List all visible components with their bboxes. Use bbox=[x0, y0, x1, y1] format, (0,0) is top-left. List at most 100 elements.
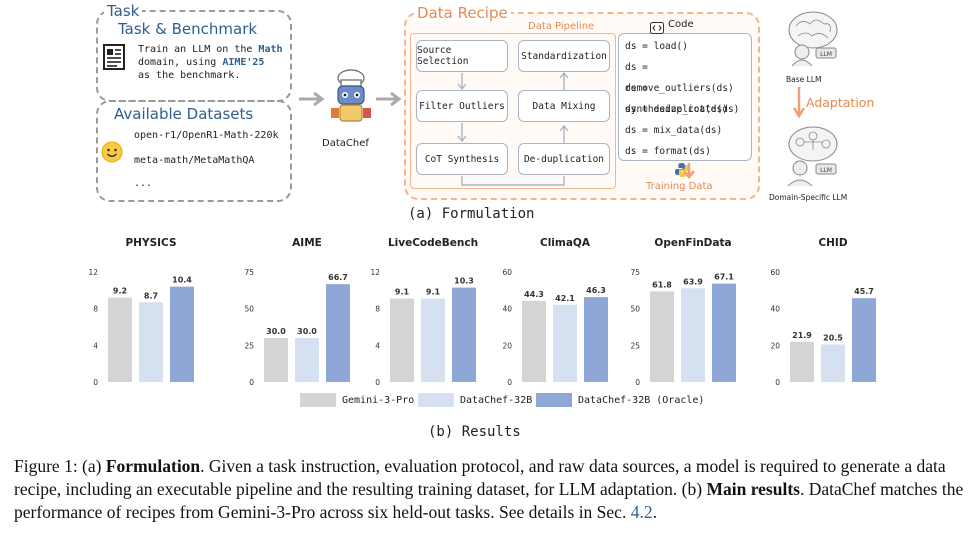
training-data-label: Training Data bbox=[646, 181, 713, 192]
caption-main-results: Main results bbox=[706, 479, 800, 499]
bar-physics-2 bbox=[170, 286, 194, 382]
bar-chid-1 bbox=[821, 344, 845, 382]
legend-label-oracle: DataChef-32B (Oracle) bbox=[578, 394, 705, 406]
dataset-item-2: meta-math/MetaMathQA bbox=[134, 155, 255, 166]
bar-chid-2 bbox=[852, 298, 876, 382]
bar-aime-1 bbox=[295, 338, 319, 382]
legend-label-datachef: DataChef-32B bbox=[460, 394, 533, 406]
chart-title-livecodebench: LiveCodeBench bbox=[388, 237, 478, 249]
bar-aime-0 bbox=[264, 338, 288, 382]
tick-label-openfindata-1: 25 bbox=[630, 341, 640, 350]
task-desc-line-3: as the benchmark. bbox=[138, 70, 241, 81]
bar-label-physics-2: 10.4 bbox=[172, 276, 192, 285]
legend-swatch-oracle bbox=[536, 393, 572, 407]
tick-label-chid-3: 60 bbox=[770, 268, 780, 277]
tick-label-livecodebench-2: 8 bbox=[375, 305, 380, 314]
task-aime: AIME'25 bbox=[222, 57, 265, 68]
caption-formulation: Formulation bbox=[105, 456, 201, 476]
task-benchmark-title: Task & Benchmark bbox=[118, 20, 258, 38]
code-line-6: ds = format(ds) bbox=[625, 146, 711, 157]
code-line-1: ds = load() bbox=[625, 41, 688, 52]
tick-label-aime-2: 50 bbox=[244, 305, 254, 314]
arrow-down-icon bbox=[791, 86, 807, 124]
datachef-label: DataChef bbox=[322, 138, 369, 149]
bar-label-climaqa-0: 44.3 bbox=[524, 290, 544, 299]
task-description: Train an LLM on the Math domain, using A… bbox=[138, 43, 283, 82]
task-label: Task bbox=[104, 2, 143, 20]
step-filter-outliers: Filter Outliers bbox=[416, 90, 508, 122]
bar-livecodebench-2 bbox=[452, 287, 476, 382]
bar-label-openfindata-0: 61.8 bbox=[652, 280, 672, 289]
step-standardization: Standardization bbox=[518, 40, 610, 72]
chef-robot-icon bbox=[328, 68, 374, 126]
arrow-down-icon bbox=[679, 161, 699, 185]
bar-openfindata-2 bbox=[712, 283, 736, 382]
legend-oracle: DataChef-32B (Oracle) bbox=[536, 392, 704, 408]
tick-label-livecodebench-1: 4 bbox=[375, 341, 380, 350]
legend-gemini: Gemini-3-Pro bbox=[300, 392, 414, 408]
bar-openfindata-1 bbox=[681, 288, 705, 382]
bar-physics-1 bbox=[139, 302, 163, 382]
chart-title-physics: PHYSICS bbox=[125, 237, 176, 249]
data-pipeline-title: Data Pipeline bbox=[528, 21, 595, 32]
bar-label-openfindata-2: 67.1 bbox=[714, 273, 734, 282]
bar-label-chid-1: 20.5 bbox=[823, 333, 843, 342]
base-llm-icon: LLM bbox=[782, 6, 844, 68]
caption-section-ref[interactable]: 4.2 bbox=[630, 502, 653, 522]
tick-label-physics-3: 12 bbox=[88, 268, 98, 277]
base-llm-label: Base LLM bbox=[786, 75, 822, 84]
bar-livecodebench-0 bbox=[390, 298, 414, 382]
svg-text:LLM: LLM bbox=[820, 51, 832, 58]
step-source-selection: Source Selection bbox=[416, 40, 508, 72]
code-line-3: ds = synthesize_cot(ds) bbox=[625, 83, 728, 115]
tick-label-climaqa-1: 20 bbox=[502, 341, 512, 350]
chart-title-openfindata: OpenFinData bbox=[654, 237, 731, 249]
bar-label-aime-0: 30.0 bbox=[266, 327, 286, 336]
bar-label-aime-2: 66.7 bbox=[328, 273, 348, 282]
bar-label-openfindata-1: 63.9 bbox=[683, 277, 703, 286]
legend-swatch-gemini bbox=[300, 393, 336, 407]
bar-chid-0 bbox=[790, 341, 814, 382]
task-math: Math bbox=[258, 44, 283, 55]
code-line-5: ds = mix_data(ds) bbox=[625, 125, 723, 136]
bar-aime-2 bbox=[326, 284, 350, 382]
code-line-2: ds = remove_outliers(ds) bbox=[625, 62, 734, 94]
pipeline-frame bbox=[410, 33, 616, 189]
tick-label-openfindata-0: 0 bbox=[635, 378, 640, 387]
svg-text:LLM: LLM bbox=[820, 167, 832, 174]
task-desc-line-1: Train an LLM on the bbox=[138, 44, 253, 55]
bar-label-aime-1: 30.0 bbox=[297, 327, 317, 336]
tick-label-aime-1: 25 bbox=[244, 341, 254, 350]
tick-label-livecodebench-0: 0 bbox=[375, 378, 380, 387]
caption-part2: . DataChef matches the performance of re… bbox=[14, 479, 964, 522]
chart-title-chid: CHID bbox=[818, 237, 847, 249]
tick-label-livecodebench-3: 12 bbox=[370, 268, 380, 277]
document-icon bbox=[102, 44, 126, 70]
bar-livecodebench-1 bbox=[421, 298, 445, 382]
code-brackets-icon bbox=[650, 19, 664, 38]
step-data-mixing: Data Mixing bbox=[518, 90, 610, 122]
step-deduplication: De-duplication bbox=[518, 143, 610, 175]
bar-climaqa-1 bbox=[553, 304, 577, 382]
results-charts: PHYSICS 0 4 8 12 9.2 8.7 10.4 AIME 0 25 50 75 30.0 30.… bbox=[88, 237, 876, 387]
bar-climaqa-0 bbox=[522, 300, 546, 382]
domain-llm-icon: LLM bbox=[780, 124, 844, 188]
chart-title-climaqa: ClimaQA bbox=[540, 237, 591, 249]
tick-label-physics-1: 4 bbox=[93, 341, 98, 350]
adaptation-label: Adaptation bbox=[806, 95, 875, 110]
tick-label-physics-0: 0 bbox=[93, 378, 98, 387]
legend-swatch-datachef bbox=[418, 393, 454, 407]
tick-label-climaqa-3: 60 bbox=[502, 268, 512, 277]
tick-label-climaqa-0: 0 bbox=[507, 378, 512, 387]
subcaption-a: (a) Formulation bbox=[408, 206, 535, 222]
tick-label-chid-2: 40 bbox=[770, 305, 780, 314]
tick-label-chid-0: 0 bbox=[775, 378, 780, 387]
subcaption-b: (b) Results bbox=[428, 424, 521, 440]
chart-title-aime: AIME bbox=[292, 237, 322, 249]
code-title: Code bbox=[668, 19, 694, 30]
bar-openfindata-0 bbox=[650, 291, 674, 382]
tick-label-openfindata-3: 75 bbox=[630, 268, 640, 277]
caption-fig: Figure 1: (a) bbox=[14, 456, 102, 476]
caption-end: . bbox=[652, 502, 657, 522]
data-recipe-title: Data Recipe bbox=[414, 4, 511, 22]
